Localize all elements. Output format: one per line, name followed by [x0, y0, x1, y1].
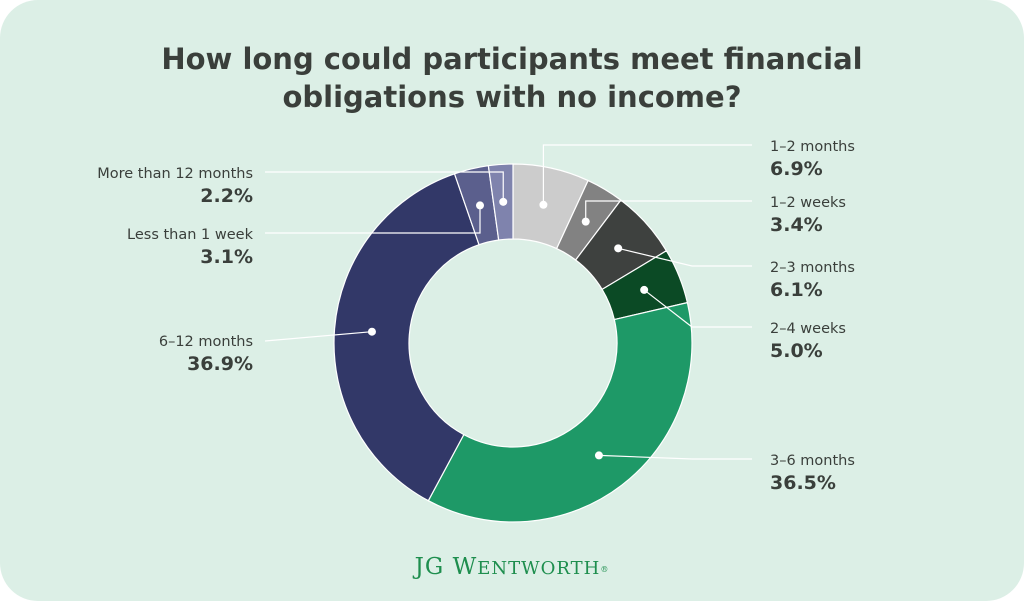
- leader-dot-3: [640, 285, 649, 294]
- chart-title: How long could participants meet financi…: [0, 40, 1024, 116]
- slice-label-1: 1–2 weeks 3.4%: [770, 193, 846, 237]
- leader-line-2: [618, 247, 752, 267]
- slice-label-2: 2–3 months 6.1%: [770, 258, 855, 302]
- slice-category: 1–2 weeks: [770, 195, 846, 211]
- slice-category: 2–4 weeks: [770, 321, 846, 337]
- slice-label-6: Less than 1 week 3.1%: [127, 225, 253, 269]
- slice-category: 1–2 months: [770, 139, 855, 155]
- slice-value: 6.9%: [770, 158, 823, 180]
- slice-label-4: 3–6 months 36.5%: [770, 451, 855, 495]
- leader-line-7: [265, 171, 504, 202]
- leader-dot-6: [475, 201, 484, 210]
- leader-line-4: [598, 454, 752, 460]
- chart-title-line-1: How long could participants meet financi…: [161, 42, 863, 76]
- brand-logo: JG WENTWORTH®: [0, 552, 1024, 588]
- slice-value: 5.0%: [770, 340, 823, 362]
- slice-category: 3–6 months: [770, 453, 855, 469]
- leader-line-0: [542, 144, 752, 205]
- slice-label-3: 2–4 weeks 5.0%: [770, 319, 846, 363]
- leader-line-6: [265, 205, 481, 234]
- slice-label-7: More than 12 months 2.2%: [97, 164, 253, 208]
- slice-label-5: 6–12 months 36.9%: [159, 332, 253, 376]
- leader-line-5: [264, 331, 373, 342]
- leader-dot-5: [367, 327, 376, 336]
- donut-slices: [333, 163, 693, 523]
- leader-dot-0: [539, 200, 548, 209]
- leader-line-3: [643, 289, 752, 328]
- slice-5: [333, 173, 480, 502]
- slice-value: 3.4%: [770, 214, 823, 236]
- slice-category: 6–12 months: [158, 334, 253, 350]
- slice-category: 2–3 months: [770, 260, 855, 276]
- slice-value: 36.5%: [770, 472, 836, 494]
- slice-category: Less than 1 week: [127, 227, 253, 243]
- slice-value: 2.2%: [200, 185, 253, 207]
- slice-4: [427, 301, 693, 523]
- slice-value: 36.9%: [187, 353, 253, 375]
- leader-line-1: [585, 200, 752, 222]
- leader-dot-4: [594, 451, 603, 460]
- svg-text:JG WENTWORTH®: JG WENTWORTH®: [413, 554, 610, 580]
- slice-category: More than 12 months: [97, 166, 253, 182]
- slice-value: 6.1%: [770, 279, 823, 301]
- chart-title-line-2: obligations with no income?: [282, 80, 742, 114]
- leader-dot-2: [614, 244, 623, 253]
- brand-logo-mark: JG WENTWORTH®: [413, 554, 610, 580]
- leader-dot-7: [499, 197, 508, 206]
- slice-label-0: 1–2 months 6.9%: [770, 137, 855, 181]
- slice-value: 3.1%: [200, 246, 253, 268]
- leader-dot-1: [581, 217, 590, 226]
